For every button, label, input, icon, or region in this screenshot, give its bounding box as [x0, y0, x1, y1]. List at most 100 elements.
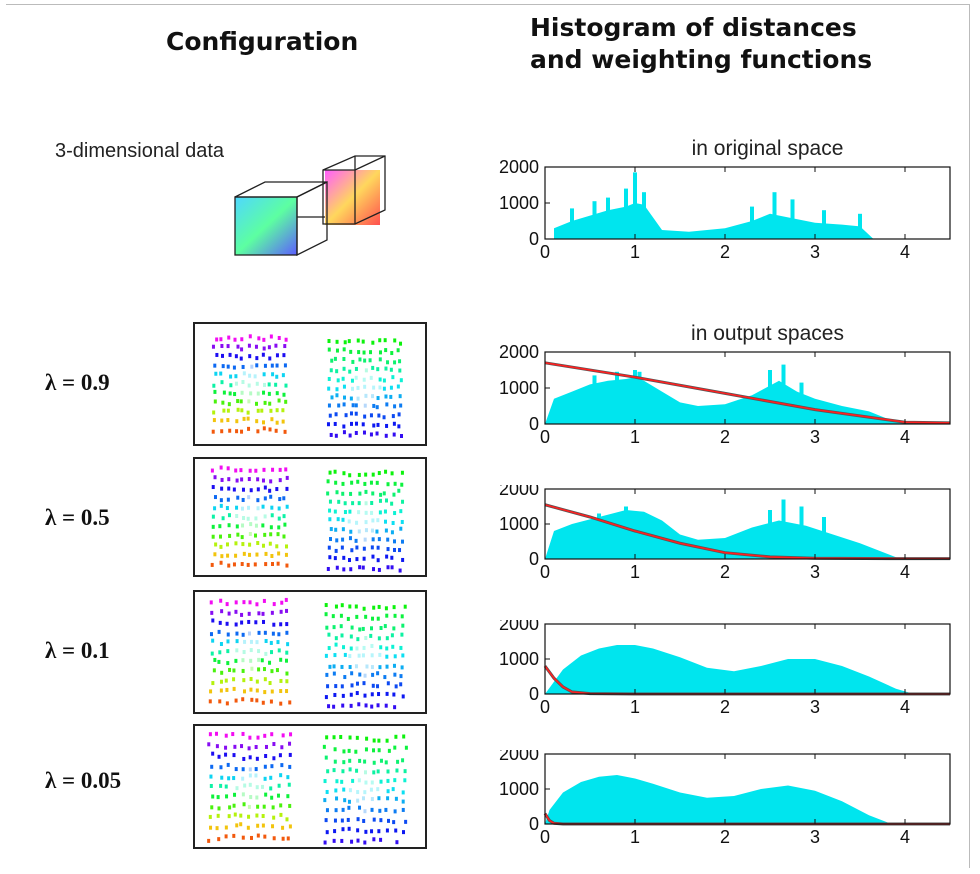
config-point: [225, 794, 229, 799]
config-point: [247, 426, 251, 431]
config-point: [354, 375, 358, 380]
config-point: [256, 477, 260, 482]
config-point: [232, 677, 236, 682]
config-point: [246, 410, 250, 415]
config-point: [256, 408, 260, 413]
config-point: [333, 509, 337, 514]
config-point: [236, 407, 240, 412]
config-point: [354, 604, 358, 609]
config-point: [235, 478, 239, 483]
histogram-lambda-0.1: 0 1 2 3 4 0 1000 2000: [499, 620, 951, 717]
lambda-label-2: λ = 0.1: [45, 638, 110, 663]
config-point: [235, 823, 239, 828]
config-point: [279, 609, 283, 614]
config-point: [219, 544, 223, 549]
config-point: [341, 527, 345, 532]
config-point: [269, 334, 273, 339]
config-point: [390, 565, 394, 570]
config-point: [330, 358, 334, 363]
config-point: [358, 565, 362, 570]
config-point: [354, 430, 358, 435]
config-point: [370, 807, 374, 812]
config-point: [341, 703, 345, 708]
config-point: [383, 519, 387, 524]
config-point: [263, 514, 267, 519]
config-point: [335, 369, 339, 374]
histogram-spike: [637, 371, 642, 424]
config-point: [396, 384, 400, 389]
config-point: [333, 759, 337, 764]
config-point: [279, 689, 283, 694]
config-point: [270, 689, 274, 694]
config-point: [225, 701, 229, 706]
config-point: [392, 547, 396, 552]
config-point: [211, 429, 215, 434]
config-point: [376, 671, 380, 676]
config-point: [340, 818, 344, 823]
config-point: [372, 385, 376, 390]
config-point: [382, 491, 386, 496]
config-point: [371, 491, 375, 496]
config-point: [220, 486, 224, 491]
config-point: [283, 344, 287, 349]
config-point: [235, 648, 239, 653]
x-tick-label: 0: [540, 427, 550, 447]
config-point: [285, 817, 289, 822]
config-point: [326, 422, 330, 427]
config-point: [351, 359, 355, 364]
config-point: [371, 616, 375, 621]
config-point: [391, 375, 395, 380]
3d-data-illustration: [234, 155, 386, 257]
x-tick-label: 4: [900, 562, 910, 582]
config-point: [343, 510, 347, 515]
config-point: [349, 692, 353, 697]
config-point: [385, 828, 389, 833]
config-point: [254, 401, 258, 406]
config-point: [263, 382, 267, 387]
config-point: [370, 545, 374, 550]
histogram-spike: [624, 506, 628, 559]
config-point: [236, 532, 240, 537]
config-point: [247, 746, 251, 751]
config-point: [263, 690, 267, 695]
config-point: [282, 392, 286, 397]
config-point: [385, 613, 389, 618]
config-point: [213, 399, 217, 404]
config-point: [348, 509, 352, 514]
config-point: [349, 349, 353, 354]
config-point: [348, 665, 352, 670]
config-point: [365, 736, 369, 741]
config-point: [268, 488, 272, 493]
config-point: [250, 364, 254, 369]
config-point: [257, 649, 261, 654]
config-point: [278, 497, 282, 502]
config-point: [279, 657, 283, 662]
config-point: [276, 793, 280, 798]
config-point: [210, 764, 214, 769]
config-point: [218, 650, 222, 655]
config-point: [342, 430, 346, 435]
config-point: [340, 633, 344, 638]
config-point: [327, 347, 331, 352]
config-point: [334, 684, 338, 689]
config-point: [256, 487, 260, 492]
config-point: [341, 827, 345, 832]
config-point: [335, 393, 339, 398]
config-point: [358, 672, 362, 677]
config-point: [246, 562, 250, 567]
config-point: [269, 532, 273, 537]
config-point: [362, 818, 366, 823]
config-point: [335, 348, 339, 353]
config-point: [215, 744, 219, 749]
config-point: [260, 658, 264, 663]
config-point: [349, 646, 353, 651]
config-point: [217, 659, 221, 664]
config-point: [242, 516, 246, 521]
config-point: [249, 677, 253, 682]
config-point: [357, 653, 361, 658]
config-point: [227, 611, 231, 616]
config-point: [391, 644, 395, 649]
config-point: [269, 775, 273, 780]
config-point: [281, 733, 285, 738]
config-point: [350, 671, 354, 676]
